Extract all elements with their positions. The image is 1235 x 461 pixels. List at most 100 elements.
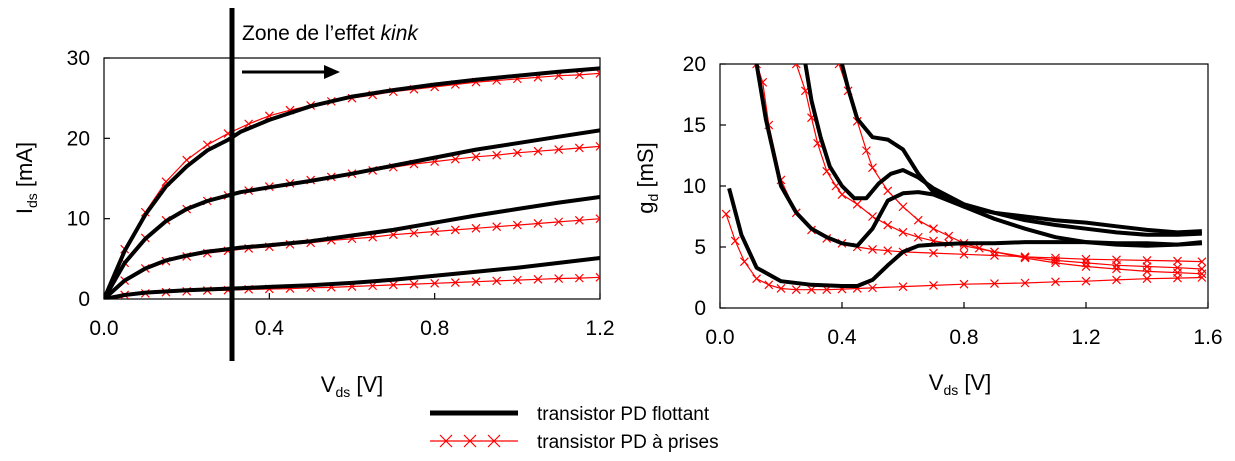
data-point-marker [944,231,954,241]
data-point-marker [574,273,584,283]
data-point-marker [409,279,419,289]
x-tick-label: 0.8 [420,317,449,340]
legend: transistor PD flottant transistor PD à p… [430,404,719,453]
data-point-marker [533,146,543,156]
data-point-marker [959,279,969,289]
data-point-marker [752,64,762,69]
data-point-marker [554,217,564,227]
data-point-marker [883,246,893,256]
gd-vds-chart: 0.0 0.4 0.8 1.2 1.6 0 5 10 15 20 Vds [V] gd [mS] [633,53,1223,398]
y-axis-label: gd [mS] [633,142,661,213]
data-point-marker [974,243,984,253]
data-point-marker [492,276,502,286]
x-tick-label: 1.6 [1193,326,1222,349]
y-tick-label: 20 [683,53,706,76]
x-tick-label: 0.0 [89,317,118,340]
y-tick-label: 15 [683,114,706,137]
data-point-marker [1197,273,1207,282]
data-point-marker [791,64,801,69]
series-line-flottant [104,195,600,299]
data-point-marker [883,220,893,230]
data-point-marker [554,145,564,155]
series-line-flottant [104,128,600,299]
data-point-marker [868,163,877,173]
data-point-marker [471,277,481,287]
series-group [104,66,600,299]
series-line-flottant [104,66,600,299]
data-point-marker [1142,266,1152,276]
x-tick-label: 1.2 [585,317,614,340]
data-point-marker [764,280,774,290]
data-point-marker [852,199,862,209]
data-point-marker [409,228,419,238]
series-clip [104,66,600,299]
data-point-marker [487,434,501,448]
data-point-marker [868,212,877,221]
data-point-marker [1112,275,1121,285]
data-point-marker [1142,274,1152,284]
legend-swatch-prises [430,434,518,448]
data-point-marker [929,281,938,290]
legend-label-flottant: transistor PD flottant [537,404,710,425]
data-point-marker [533,274,543,284]
ids-vds-chart: 0.0 0.4 0.8 1.2 0 10 20 30 Zone de l’effet kink… [12,8,615,400]
series-line-prises [104,276,600,299]
data-point-marker [574,143,584,153]
x-tick-label: 0.0 [705,326,734,349]
data-point-marker [913,232,923,242]
data-point-marker [595,214,600,224]
data-point-marker [898,282,908,292]
data-point-marker [430,278,440,288]
data-point-marker [990,247,999,257]
series-clip [721,64,1207,295]
x-tick-label: 1.2 [1071,326,1100,349]
series-line-flottant [104,256,600,299]
tick-group: 0.0 0.4 0.8 1.2 1.6 0 5 10 15 20 [683,53,1223,349]
data-point-marker [1051,258,1060,268]
tick-group: 0.0 0.4 0.8 1.2 0 10 20 30 [67,47,615,340]
data-point-marker [595,141,600,151]
data-point-marker [837,190,847,199]
x-tick-label: 0.8 [949,326,978,349]
data-point-marker [752,274,762,284]
data-point-marker [430,227,440,236]
series-line-prises [725,213,1202,291]
x-tick-label: 0.4 [827,326,857,349]
data-point-marker [1197,257,1207,267]
data-point-marker [388,280,398,290]
series-group [721,64,1207,295]
data-point-marker [1173,256,1182,266]
data-point-marker [1112,260,1121,270]
series-line-prises [795,64,1202,270]
y-tick-label: 20 [67,127,90,150]
data-point-marker [1020,252,1030,262]
data-point-marker [868,245,877,254]
data-point-marker [959,249,969,259]
data-point-marker [1081,258,1091,268]
data-point-marker [861,146,871,156]
data-point-marker [1051,277,1060,287]
data-point-marker [807,285,816,295]
data-point-marker [1197,269,1207,279]
data-point-marker [492,222,502,232]
data-point-marker [868,283,877,293]
y-tick-label: 10 [683,175,706,198]
y-axis-label: Ids [mA] [12,142,40,214]
y-tick-label: 0 [78,288,90,311]
y-tick-label: 5 [694,236,706,259]
y-tick-label: 0 [694,297,706,320]
data-point-marker [1081,254,1091,264]
data-point-marker [990,279,999,289]
data-point-marker [471,223,481,233]
data-point-marker [450,225,460,235]
data-point-marker [721,209,731,219]
data-point-marker [791,285,801,295]
data-point-marker [554,274,564,283]
y-tick-label: 10 [67,208,90,231]
series-line-flottant [803,64,1202,237]
data-point-marker [439,434,453,448]
x-tick-label: 0.4 [255,317,285,340]
data-point-marker [898,227,908,237]
data-point-marker [450,154,460,164]
